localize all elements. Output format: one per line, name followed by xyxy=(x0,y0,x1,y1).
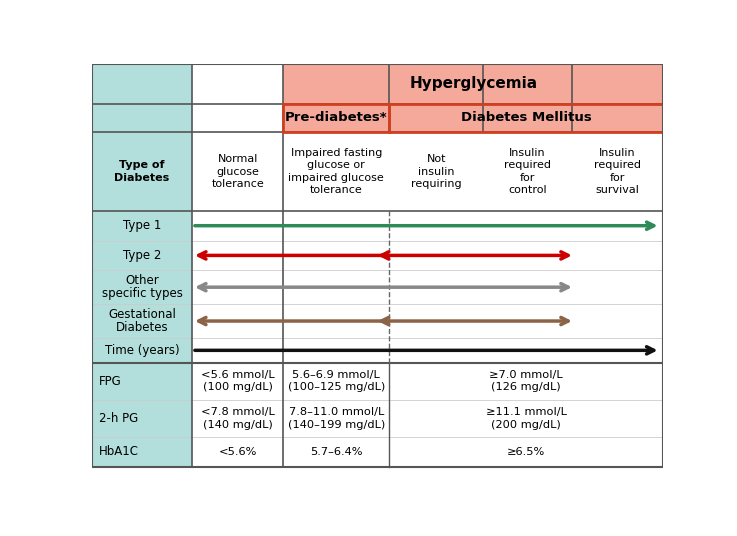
Text: Normal
glucose
tolerance: Normal glucose tolerance xyxy=(212,154,264,189)
Text: Impaired fasting
glucose or
impaired glucose
tolerance: Impaired fasting glucose or impaired glu… xyxy=(288,148,384,195)
Bar xyxy=(284,103,389,132)
Text: HbA1C: HbA1C xyxy=(99,445,139,458)
Text: Insulin
required
for
control: Insulin required for control xyxy=(504,148,551,195)
Bar xyxy=(92,64,192,467)
Bar xyxy=(389,103,663,132)
Text: <5.6 mmol/L
(100 mg/dL): <5.6 mmol/L (100 mg/dL) xyxy=(201,370,275,392)
Text: ≥6.5%: ≥6.5% xyxy=(507,447,545,457)
Text: 5.6–6.9 mmol/L
(100–125 mg/dL): 5.6–6.9 mmol/L (100–125 mg/dL) xyxy=(287,370,385,392)
Text: Not
insulin
requiring: Not insulin requiring xyxy=(411,154,461,189)
Bar xyxy=(192,64,663,467)
Text: ≥7.0 mmol/L
(126 mg/dL): ≥7.0 mmol/L (126 mg/dL) xyxy=(489,370,563,392)
Text: 7.8–11.0 mmol/L
(140–199 mg/dL): 7.8–11.0 mmol/L (140–199 mg/dL) xyxy=(287,407,385,430)
Text: 2-h PG: 2-h PG xyxy=(99,412,139,425)
Text: <5.6%: <5.6% xyxy=(219,447,257,457)
Text: Type 2: Type 2 xyxy=(123,249,161,262)
Text: Type of
Diabetes: Type of Diabetes xyxy=(114,160,170,183)
Text: Diabetes: Diabetes xyxy=(116,321,169,334)
Text: Hyperglycemia: Hyperglycemia xyxy=(409,77,537,92)
Text: Type 1: Type 1 xyxy=(123,219,161,232)
Text: Gestational: Gestational xyxy=(108,308,176,322)
Text: Insulin
required
for
survival: Insulin required for survival xyxy=(594,148,641,195)
Text: Other: Other xyxy=(125,274,159,287)
Text: <7.8 mmol/L
(140 mg/dL): <7.8 mmol/L (140 mg/dL) xyxy=(201,407,275,430)
Text: FPG: FPG xyxy=(99,375,122,388)
Text: Pre-diabetes*: Pre-diabetes* xyxy=(285,111,388,124)
Bar xyxy=(284,64,663,103)
Text: Time (years): Time (years) xyxy=(105,344,179,357)
Bar xyxy=(284,103,663,132)
Text: ≥11.1 mmol/L
(200 mg/dL): ≥11.1 mmol/L (200 mg/dL) xyxy=(486,407,567,430)
Text: Diabetes Mellitus: Diabetes Mellitus xyxy=(461,111,592,124)
Text: specific types: specific types xyxy=(102,287,183,300)
Text: 5.7–6.4%: 5.7–6.4% xyxy=(310,447,363,457)
